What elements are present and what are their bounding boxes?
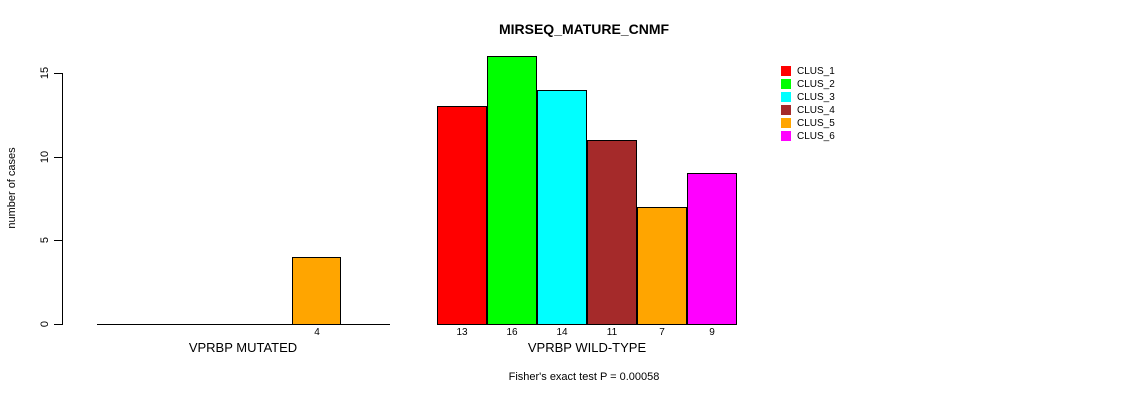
y-axis-tick xyxy=(54,73,62,74)
y-axis-tick xyxy=(54,324,62,325)
bar-value-label: 7 xyxy=(659,327,665,338)
legend-label-clus_6: CLUS_6 xyxy=(797,131,835,142)
chart-title: MIRSEQ_MATURE_CNMF xyxy=(498,21,670,37)
x-group-label: VPRBP MUTATED xyxy=(188,340,298,355)
x-axis-baseline xyxy=(97,324,390,325)
bar-clus_4 xyxy=(587,140,637,325)
bar-value-label: 9 xyxy=(709,327,715,338)
legend-swatch-clus_5 xyxy=(781,118,791,128)
bar-clus_5 xyxy=(637,207,687,325)
legend-swatch-clus_3 xyxy=(781,92,791,102)
legend-label-clus_2: CLUS_2 xyxy=(797,79,835,90)
bar-clus_3 xyxy=(537,90,587,325)
legend-swatch-clus_4 xyxy=(781,105,791,115)
bar-value-label: 16 xyxy=(506,327,518,338)
bar-value-label: 4 xyxy=(314,327,320,338)
legend-label-clus_1: CLUS_1 xyxy=(797,66,835,77)
y-axis-tick xyxy=(54,157,62,158)
legend-label-clus_5: CLUS_5 xyxy=(797,118,835,129)
legend-swatch-clus_2 xyxy=(781,79,791,89)
bar-value-label: 11 xyxy=(606,327,618,338)
bar-clus_2 xyxy=(487,56,537,325)
legend-label-clus_3: CLUS_3 xyxy=(797,92,835,103)
y-axis-line xyxy=(62,73,63,325)
legend-swatch-clus_1 xyxy=(781,66,791,76)
bar-value-label: 13 xyxy=(456,327,468,338)
legend-label-clus_4: CLUS_4 xyxy=(797,105,835,116)
bar-clus_6 xyxy=(687,173,737,325)
footnote-text: Fisher's exact test P = 0.00058 xyxy=(508,371,660,383)
bar-value-label: 14 xyxy=(556,327,568,338)
legend-swatch-clus_6 xyxy=(781,131,791,141)
bar-clus_5 xyxy=(292,257,341,325)
x-group-label: VPRBP WILD-TYPE xyxy=(527,340,647,355)
y-axis-tick xyxy=(54,240,62,241)
bar-clus_1 xyxy=(437,106,487,325)
